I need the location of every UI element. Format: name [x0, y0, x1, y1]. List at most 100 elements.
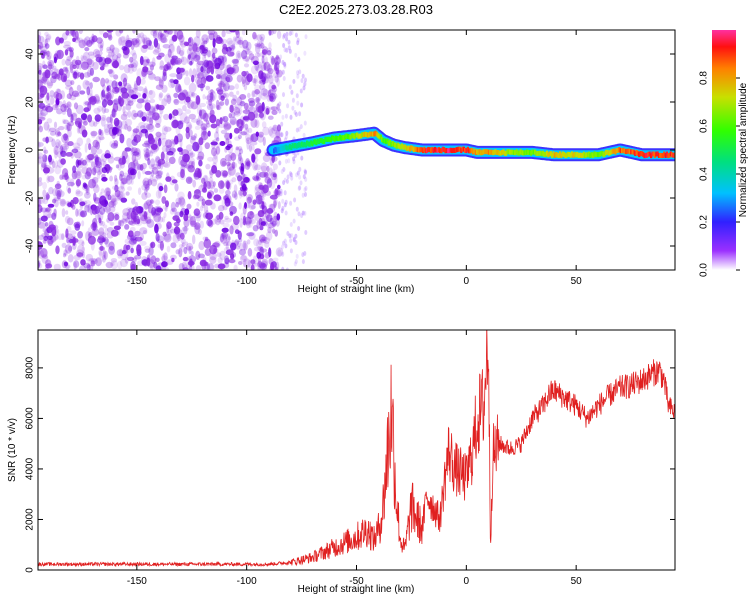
colorbar-gradient — [712, 30, 736, 270]
noise-speckle — [298, 185, 302, 191]
noise-speckle — [161, 266, 170, 270]
noise-speckle — [83, 162, 88, 168]
noise-speckle — [106, 121, 114, 127]
noise-speckle — [304, 169, 307, 175]
noise-speckle — [256, 98, 260, 104]
noise-speckle — [127, 220, 134, 225]
noise-speckle — [109, 44, 115, 52]
noise-speckle — [38, 260, 41, 269]
noise-speckle — [239, 255, 248, 262]
noise-speckle — [139, 55, 144, 66]
noise-speckle — [54, 103, 58, 109]
noise-speckle — [171, 57, 176, 66]
noise-speckle — [197, 151, 205, 160]
noise-speckle — [93, 163, 98, 168]
noise-speckle — [198, 159, 203, 167]
trace-cell — [568, 152, 571, 157]
noise-speckle — [55, 160, 58, 169]
noise-speckle — [215, 118, 221, 127]
noise-speckle — [105, 238, 110, 248]
noise-speckle — [81, 129, 88, 138]
trace-cell — [275, 147, 278, 153]
noise-speckle — [116, 228, 121, 236]
trace-cell — [539, 150, 542, 156]
noise-speckle — [129, 56, 134, 63]
noise-speckle — [98, 217, 102, 224]
noise-speckle — [68, 121, 74, 127]
noise-speckle — [41, 159, 47, 168]
noise-speckle — [302, 82, 306, 88]
noise-speckle — [38, 197, 43, 205]
noise-speckle — [217, 80, 224, 88]
noise-speckle — [124, 118, 133, 127]
noise-speckle — [161, 255, 168, 262]
noise-speckle — [65, 30, 70, 36]
noise-speckle — [203, 71, 210, 82]
noise-speckle — [258, 185, 265, 190]
noise-speckle — [205, 212, 214, 220]
noise-speckle — [66, 122, 72, 131]
noise-speckle — [175, 108, 183, 116]
noise-speckle — [137, 39, 141, 48]
noise-speckle — [87, 153, 95, 161]
noise-speckle — [41, 254, 49, 264]
noise-speckle — [229, 118, 238, 126]
noise-speckle — [151, 178, 158, 187]
trace-cell — [354, 132, 357, 138]
noise-speckle — [48, 224, 56, 231]
noise-speckle — [217, 257, 223, 264]
noise-speckle — [82, 51, 90, 62]
noise-speckle — [88, 157, 93, 164]
noise-speckle — [46, 37, 50, 43]
spectrogram-noise — [38, 30, 308, 270]
noise-speckle — [163, 184, 168, 194]
noise-speckle — [237, 52, 241, 59]
trace-cell — [425, 147, 429, 153]
trace-cell — [371, 131, 375, 137]
trace-cell — [311, 141, 314, 147]
trace-cell — [486, 149, 489, 155]
trace-cell — [630, 149, 633, 155]
noise-speckle — [227, 167, 232, 178]
noise-speckle — [227, 140, 232, 147]
noise-speckle — [282, 34, 286, 40]
noise-speckle — [303, 81, 307, 87]
trace-cell — [317, 139, 320, 144]
noise-speckle — [211, 147, 217, 157]
noise-speckle — [72, 199, 77, 207]
noise-speckle — [228, 258, 236, 264]
noise-speckle — [239, 248, 246, 256]
noise-speckle — [144, 102, 151, 112]
noise-speckle — [269, 88, 276, 96]
noise-speckle — [295, 206, 299, 212]
noise-speckle — [229, 91, 234, 97]
noise-speckle — [177, 67, 185, 73]
noise-speckle — [222, 222, 230, 228]
noise-speckle — [169, 78, 175, 83]
noise-speckle — [185, 130, 190, 140]
trace-cell — [615, 148, 618, 153]
noise-speckle — [191, 92, 198, 98]
noise-speckle — [268, 30, 272, 36]
noise-speckle — [204, 248, 212, 256]
noise-speckle — [142, 230, 148, 235]
noise-speckle — [76, 166, 82, 177]
noise-speckle — [116, 249, 124, 257]
noise-speckle — [128, 217, 137, 226]
noise-speckle — [145, 39, 153, 46]
noise-speckle — [246, 160, 251, 167]
noise-speckle — [157, 104, 165, 111]
trace-cell — [588, 151, 591, 157]
noise-speckle — [93, 192, 97, 202]
noise-speckle — [186, 203, 192, 210]
noise-speckle — [174, 210, 178, 219]
trace-cell — [416, 147, 419, 153]
noise-speckle — [44, 69, 51, 79]
noise-speckle — [88, 36, 96, 45]
noise-speckle — [301, 252, 305, 258]
noise-speckle — [131, 147, 138, 154]
trace-cell — [487, 149, 491, 155]
noise-speckle — [248, 220, 253, 228]
trace-cell — [414, 146, 417, 152]
